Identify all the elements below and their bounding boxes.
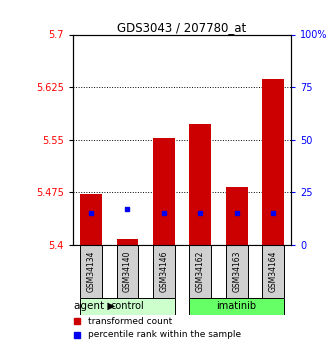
Text: control: control [111, 301, 144, 311]
Bar [153, 245, 175, 297]
Text: agent ▶: agent ▶ [73, 301, 115, 311]
Text: GSM34134: GSM34134 [86, 250, 96, 292]
Bar [117, 239, 138, 245]
Text: GSM34146: GSM34146 [159, 250, 168, 292]
Text: GSM34163: GSM34163 [232, 250, 241, 292]
Bar [262, 245, 284, 297]
Text: transformed count: transformed count [88, 317, 172, 326]
Text: imatinib: imatinib [216, 301, 257, 311]
Title: GDS3043 / 207780_at: GDS3043 / 207780_at [118, 21, 247, 34]
Bar [262, 79, 284, 245]
Bar [80, 194, 102, 245]
Bar [226, 187, 248, 245]
Bar [189, 245, 211, 297]
Text: GSM34140: GSM34140 [123, 250, 132, 292]
Text: GSM34162: GSM34162 [196, 250, 205, 292]
Text: GSM34164: GSM34164 [268, 250, 278, 292]
Bar [226, 245, 248, 297]
Bar [153, 138, 175, 245]
Bar [80, 245, 102, 297]
Bar [189, 297, 284, 315]
Bar [189, 124, 211, 245]
Bar [117, 245, 138, 297]
Bar [80, 297, 175, 315]
Text: percentile rank within the sample: percentile rank within the sample [88, 331, 241, 339]
